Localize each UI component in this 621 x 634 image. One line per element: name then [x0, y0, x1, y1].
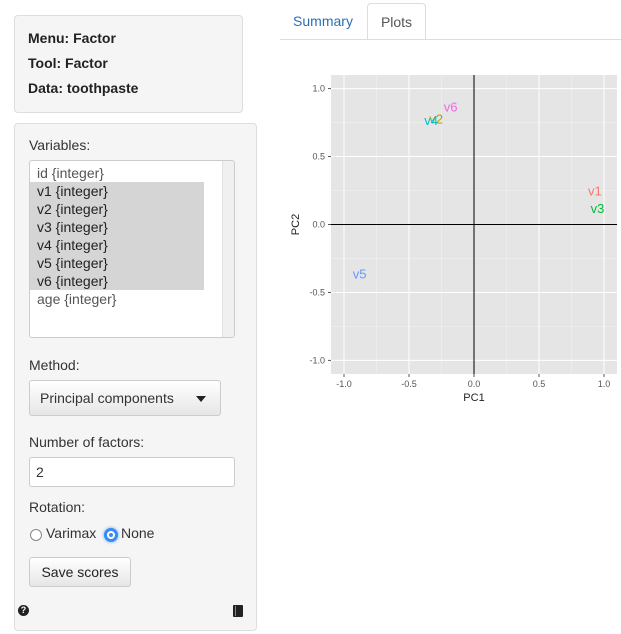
variables-label: Variables: — [29, 137, 91, 153]
tab-bar-divider — [280, 39, 621, 40]
menu-label: Menu: Factor — [28, 30, 116, 46]
y-axis-title: PC2 — [290, 214, 302, 235]
x-tick-label: 0.0 — [468, 379, 481, 389]
book-icon[interactable] — [233, 605, 243, 617]
factor-plot-svg: -1.0 -0.5 0.0 0.5 1.0 -1.0 -0.5 0.0 0.5 1.0 PC1 PC2… — [290, 75, 617, 404]
nfactors-label: Number of factors: — [29, 434, 145, 450]
y-tick-label: -0.5 — [309, 287, 325, 297]
x-tick-label: 1.0 — [598, 379, 611, 389]
variable-option[interactable]: v6 {integer} — [30, 272, 204, 290]
variable-option[interactable]: id {integer} — [37, 165, 104, 181]
point-label-v2: v2 — [429, 111, 443, 126]
variable-option[interactable]: v4 {integer} — [30, 236, 204, 254]
point-label-v6: v6 — [444, 99, 458, 114]
tool-label: Tool: Factor — [28, 55, 108, 71]
radio-varimax[interactable] — [30, 529, 42, 541]
data-label: Data: toothpaste — [28, 80, 139, 96]
y-tick-label: -1.0 — [309, 355, 325, 365]
variable-option[interactable]: v2 {integer} — [30, 200, 204, 218]
radio-none[interactable] — [104, 528, 118, 542]
radio-varimax-label[interactable]: Varimax — [46, 525, 97, 541]
y-tick-label: 1.0 — [312, 84, 325, 94]
point-label-v5: v5 — [353, 266, 367, 281]
variable-option[interactable]: v5 {integer} — [30, 254, 204, 272]
info-panel: Menu: Factor Tool: Factor Data: toothpas… — [14, 15, 243, 113]
nfactors-input[interactable]: 2 — [29, 457, 235, 487]
method-label: Method: — [29, 357, 80, 373]
caret-down-icon — [196, 396, 206, 402]
x-tick-label: 0.5 — [533, 379, 546, 389]
tab-summary[interactable]: Summary — [293, 13, 353, 29]
variables-listbox[interactable]: id {integer} v1 {integer} v2 {integer} v… — [29, 160, 235, 338]
method-select[interactable]: Principal components — [29, 380, 221, 416]
x-axis-title: PC1 — [463, 392, 484, 404]
rotation-label: Rotation: — [29, 499, 86, 515]
variable-option[interactable]: v1 {integer} — [30, 182, 204, 200]
listbox-scrollbar[interactable] — [222, 161, 234, 337]
y-tick-label: 0.0 — [312, 220, 325, 230]
radio-none-label[interactable]: None — [121, 525, 155, 541]
point-label-v3: v3 — [591, 201, 605, 216]
point-label-v4: v4 — [424, 113, 438, 128]
x-tick-label: -1.0 — [336, 379, 352, 389]
y-tick-label: 0.5 — [312, 152, 325, 162]
settings-panel: Variables: id {integer} v1 {integer} v2 … — [14, 123, 257, 631]
variable-option[interactable]: v3 {integer} — [30, 218, 204, 236]
x-tick-label: -0.5 — [401, 379, 417, 389]
factor-plot: -1.0 -0.5 0.0 0.5 1.0 -1.0 -0.5 0.0 0.5 1.0 PC1 PC2… — [282, 70, 621, 410]
save-scores-button[interactable]: Save scores — [29, 557, 131, 587]
point-label-v1: v1 — [588, 184, 602, 199]
variable-option[interactable]: age {integer} — [37, 291, 117, 307]
method-value: Principal components — [40, 390, 174, 406]
tab-plots[interactable]: Plots — [367, 3, 426, 40]
help-icon[interactable]: ? — [18, 605, 29, 616]
